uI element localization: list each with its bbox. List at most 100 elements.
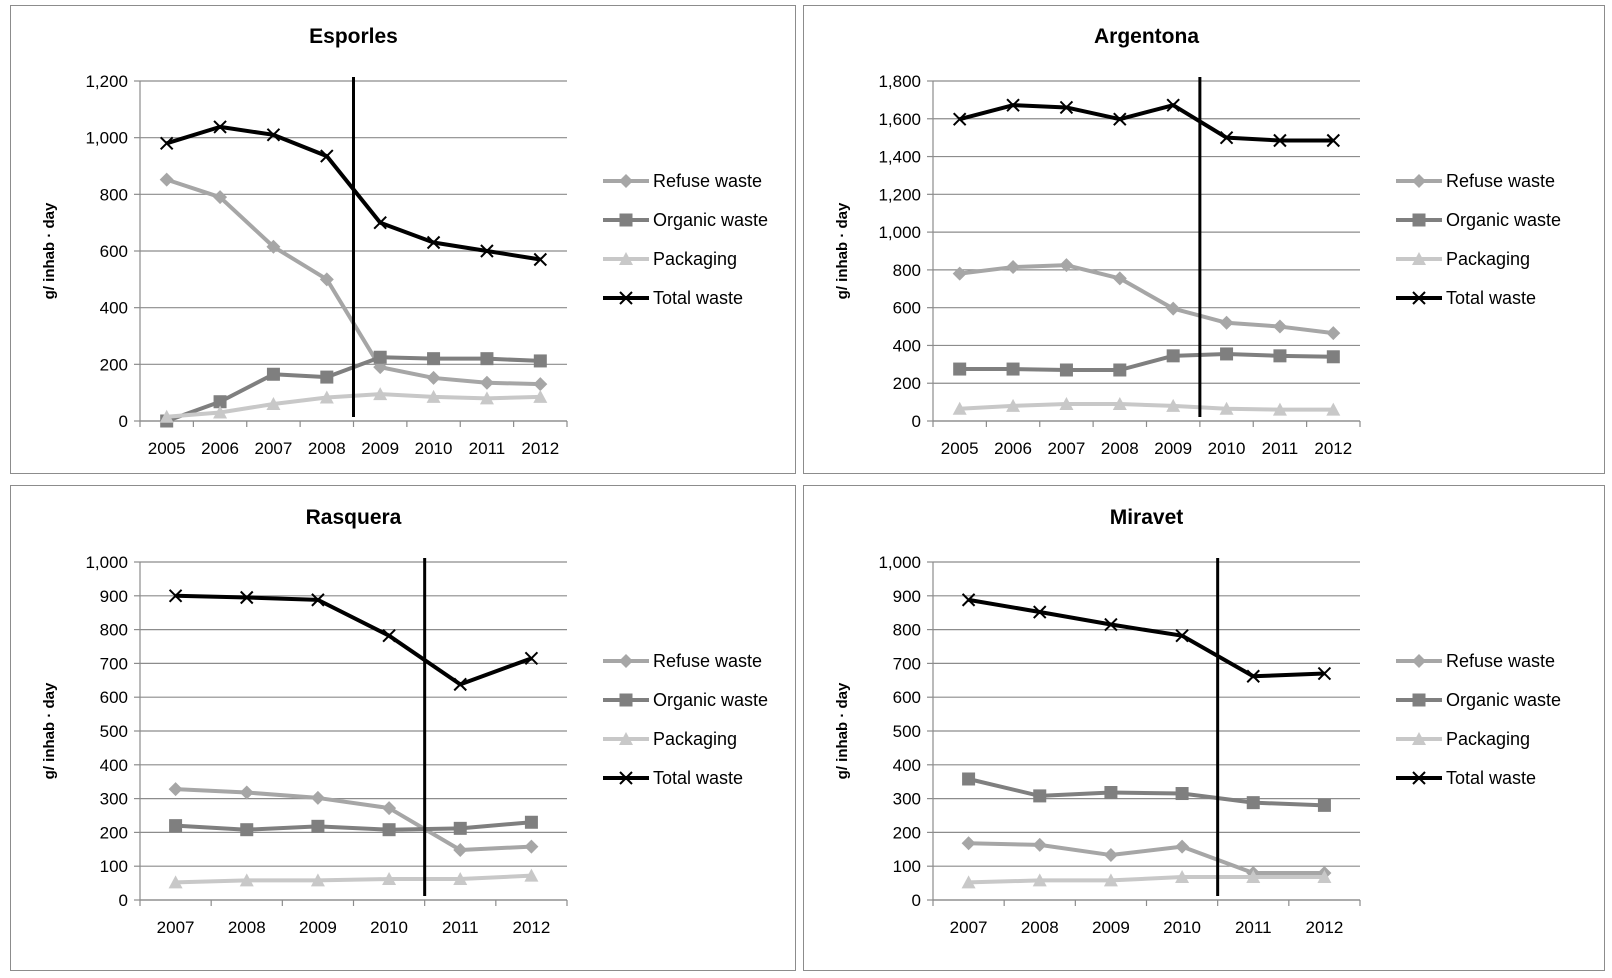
legend: Refuse waste Organic waste Packaging Total … [1396,171,1561,308]
legend-marker [1412,732,1426,745]
legend-label: Organic waste [653,210,768,230]
x-tick-label: 2008 [308,439,346,458]
data-point [159,136,174,151]
legend-marker [619,771,633,785]
data-point [524,815,538,829]
data-point [479,391,494,405]
data-point [266,397,281,410]
data-point [310,873,325,887]
data-point [382,823,396,837]
data-point [382,872,397,886]
series-line [968,841,1325,875]
y-tick-label: 600 [893,688,921,707]
x-tick-label: 2012 [1306,918,1344,937]
y-tick-label: 1,000 [85,553,128,572]
data-point [159,172,174,187]
data-point [524,839,539,854]
x-tick-label: 2005 [148,439,186,458]
x-tick-label: 2009 [1092,918,1130,937]
data-point [1317,870,1332,884]
x-tick-label: 2010 [1208,439,1246,458]
data-point [953,362,967,376]
data-point [952,401,967,415]
legend-label: Organic waste [1446,210,1561,230]
y-tick-label: 400 [893,336,921,355]
x-tick-label: 2007 [255,439,293,458]
data-point [266,128,281,142]
data-point [382,801,397,816]
data-point [961,836,976,851]
y-tick-label: 300 [893,790,921,809]
data-point [168,589,183,603]
chart-panel-rasquera: Rasquera g/ inhab · day 0 100 200 300 400 500 60… [10,485,796,971]
legend-label: Refuse waste [1446,171,1555,191]
data-point [373,387,388,401]
chart-title: Argentona [1094,25,1199,48]
legend-marker [1412,693,1426,707]
data-point [961,875,976,889]
x-tick-label: 2012 [1314,439,1352,458]
data-point [961,593,976,607]
legend-marker [1412,174,1426,188]
data-point [168,875,183,889]
data-point [426,370,441,385]
legend-marker [1412,252,1426,265]
legend-marker [619,693,633,707]
series-line [959,263,1334,336]
data-point [1104,617,1118,632]
y-tick-label: 300 [100,790,128,809]
series-line [968,875,1325,885]
y-axis-label: g/ inhab · day [41,202,58,299]
series-line [968,597,1325,679]
data-point [1219,315,1234,330]
data-point [168,782,183,797]
series-packaging [961,870,1332,889]
x-tick-label: 2010 [1163,918,1201,937]
series-organic-waste [169,815,538,837]
series-organic-waste [953,347,1340,377]
data-point [213,190,228,205]
data-point [1113,363,1127,377]
legend-label: Refuse waste [653,171,762,191]
series-total-waste [952,98,1341,148]
data-point [453,677,467,692]
legend-label: Packaging [1446,249,1530,269]
data-point [1219,130,1234,145]
y-tick-label: 400 [100,756,128,775]
legend-marker [1412,291,1426,305]
y-tick-label: 100 [893,857,921,876]
legend-marker [619,252,633,265]
y-tick-label: 1,000 [85,129,128,148]
data-point [1326,326,1341,341]
x-tick-label: 2006 [994,439,1032,458]
y-tick-label: 700 [100,654,128,673]
y-tick-label: 900 [893,587,921,606]
x-tick-label: 2011 [1235,918,1272,937]
legend-marker [619,732,633,745]
data-point [952,112,967,126]
data-point [426,235,441,250]
legend-label: Refuse waste [1446,651,1555,671]
data-point [480,244,494,258]
data-point [453,842,468,857]
x-tick-label: 2011 [1262,439,1299,458]
x-tick-label: 2007 [157,918,195,937]
data-point [1175,870,1190,884]
data-point [1059,397,1074,410]
data-point [266,239,281,254]
series-packaging [952,397,1341,416]
chart-title: Miravet [1110,506,1184,529]
y-tick-label: 1,000 [878,223,921,242]
data-point [1032,873,1047,887]
chart-panel-argentona: Argentona g/ inhab · day 0 200 400 600 800 1,00… [803,5,1605,474]
data-point [319,272,334,287]
data-point [1104,786,1118,800]
data-point [311,593,325,607]
data-point [1103,848,1118,863]
data-point [1326,133,1341,148]
legend: Refuse waste Organic waste Packaging Total … [603,651,768,788]
series-line [968,777,1325,808]
data-point [240,823,254,837]
x-tick-label: 2012 [513,918,551,937]
data-point [533,252,548,267]
